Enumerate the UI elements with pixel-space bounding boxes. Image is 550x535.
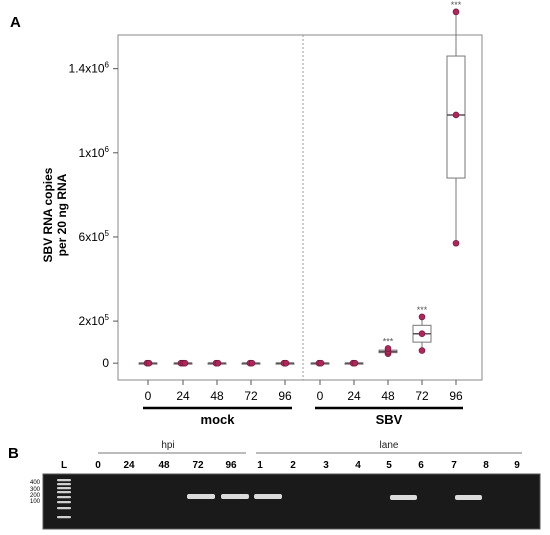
y-axis-label-line2: per 20 ng RNA bbox=[55, 173, 69, 256]
hpi-tick-label: 72 bbox=[192, 460, 204, 471]
hpi-tick-label: 24 bbox=[123, 460, 135, 471]
box-3 bbox=[241, 359, 261, 367]
x-tick-label: 24 bbox=[347, 389, 361, 403]
gel-bands bbox=[187, 494, 482, 500]
data-point bbox=[452, 239, 460, 247]
data-point bbox=[452, 8, 460, 16]
box-4 bbox=[275, 359, 295, 367]
data-point bbox=[418, 313, 426, 321]
hpi-label: hpi bbox=[161, 440, 174, 451]
ladder-label: L bbox=[61, 460, 67, 471]
y-tick-exponent: 6 bbox=[105, 61, 110, 70]
lane-tick-label: 4 bbox=[355, 460, 361, 471]
ladder-band bbox=[57, 507, 71, 510]
panel-b-label: B bbox=[8, 445, 19, 462]
y-tick-exponent: 5 bbox=[105, 229, 110, 238]
lane-tick-label: 3 bbox=[323, 460, 329, 471]
lane-tick-label: 8 bbox=[483, 460, 489, 471]
y-tick-label: 6x105 bbox=[79, 229, 110, 244]
significance-label: *** bbox=[417, 305, 428, 315]
data-point bbox=[181, 359, 189, 367]
size-marker-label: 300 bbox=[30, 487, 41, 493]
data-point bbox=[317, 359, 325, 367]
x-tick-label: 48 bbox=[381, 389, 395, 403]
size-marker-label: 100 bbox=[30, 499, 41, 505]
x-tick-label: 24 bbox=[176, 389, 190, 403]
x-axis: 0 24 48 72 96 0 24 48 72 96 bbox=[145, 380, 463, 403]
y-tick-label: 0 bbox=[102, 356, 109, 370]
hpi-tick-label: 0 bbox=[95, 460, 101, 471]
lane-tick-label: 7 bbox=[451, 460, 457, 471]
data-point bbox=[145, 359, 153, 367]
size-marker-label: 400 bbox=[30, 480, 41, 486]
data-point bbox=[214, 359, 222, 367]
data-point bbox=[248, 359, 256, 367]
data-point bbox=[418, 330, 426, 338]
significance-label: *** bbox=[383, 336, 394, 346]
x-tick-label: 96 bbox=[278, 389, 292, 403]
hpi-tick-label: 96 bbox=[225, 460, 237, 471]
lane-tick-label: 5 bbox=[386, 460, 392, 471]
box-series: *** *** *** bbox=[138, 0, 466, 367]
dna-ladder bbox=[57, 479, 71, 519]
box-2 bbox=[207, 359, 227, 367]
ladder-band bbox=[57, 491, 71, 494]
y-tick-exponent: 5 bbox=[105, 313, 110, 322]
data-point bbox=[384, 345, 392, 352]
box-0 bbox=[138, 359, 158, 367]
x-tick-label: 0 bbox=[145, 389, 152, 403]
gel-lane-ticks: 0 24 48 72 96 1 2 3 4 5 6 7 8 9 bbox=[95, 460, 520, 471]
ladder-band bbox=[57, 483, 71, 486]
ladder-band bbox=[57, 496, 71, 499]
x-tick-label: 72 bbox=[415, 389, 429, 403]
group-labels: mock SBV bbox=[143, 406, 463, 427]
gel-band bbox=[455, 495, 482, 500]
x-tick-label: 0 bbox=[317, 389, 324, 403]
plot-area bbox=[117, 34, 483, 381]
gel-band bbox=[221, 494, 249, 499]
lane-tick-label: 6 bbox=[418, 460, 424, 471]
panel-a-label: A bbox=[10, 14, 21, 31]
data-point bbox=[351, 359, 359, 367]
group-label: SBV bbox=[376, 412, 403, 427]
lane-label: lane bbox=[380, 440, 399, 451]
gel-band bbox=[390, 495, 417, 500]
ladder-band bbox=[57, 487, 71, 490]
data-point bbox=[418, 347, 426, 354]
significance-label: *** bbox=[451, 0, 462, 10]
gel-band bbox=[254, 494, 282, 499]
y-axis: 0 2x105 6x105 1x106 1.4x106 bbox=[69, 61, 118, 370]
box-9: *** bbox=[446, 0, 466, 247]
box-8: *** bbox=[412, 305, 432, 354]
ladder-band bbox=[57, 516, 71, 519]
box-6 bbox=[344, 359, 364, 367]
data-point bbox=[452, 111, 460, 119]
y-tick-label: 1x106 bbox=[79, 145, 110, 160]
size-marker-label: 200 bbox=[30, 493, 41, 499]
hpi-tick-label: 48 bbox=[158, 460, 170, 471]
lane-tick-label: 9 bbox=[514, 460, 520, 471]
x-tick-label: 72 bbox=[244, 389, 258, 403]
x-tick-label: 96 bbox=[449, 389, 463, 403]
y-axis-label-line1: SBV RNA copies bbox=[41, 167, 55, 262]
lane-tick-label: 1 bbox=[257, 460, 263, 471]
x-tick-label: 48 bbox=[210, 389, 224, 403]
gel-band bbox=[187, 494, 215, 499]
gel-image bbox=[42, 473, 541, 530]
data-point bbox=[282, 359, 290, 367]
box-5 bbox=[310, 359, 330, 367]
y-tick-label: 2x105 bbox=[79, 313, 110, 328]
box-7: *** bbox=[378, 336, 398, 358]
ladder-band bbox=[57, 501, 71, 504]
ladder-band bbox=[57, 479, 71, 482]
group-label: mock bbox=[201, 412, 236, 427]
y-tick-label: 1.4x106 bbox=[69, 61, 110, 76]
lane-tick-label: 2 bbox=[290, 460, 296, 471]
box-1 bbox=[173, 359, 193, 367]
y-tick-exponent: 6 bbox=[105, 145, 110, 154]
